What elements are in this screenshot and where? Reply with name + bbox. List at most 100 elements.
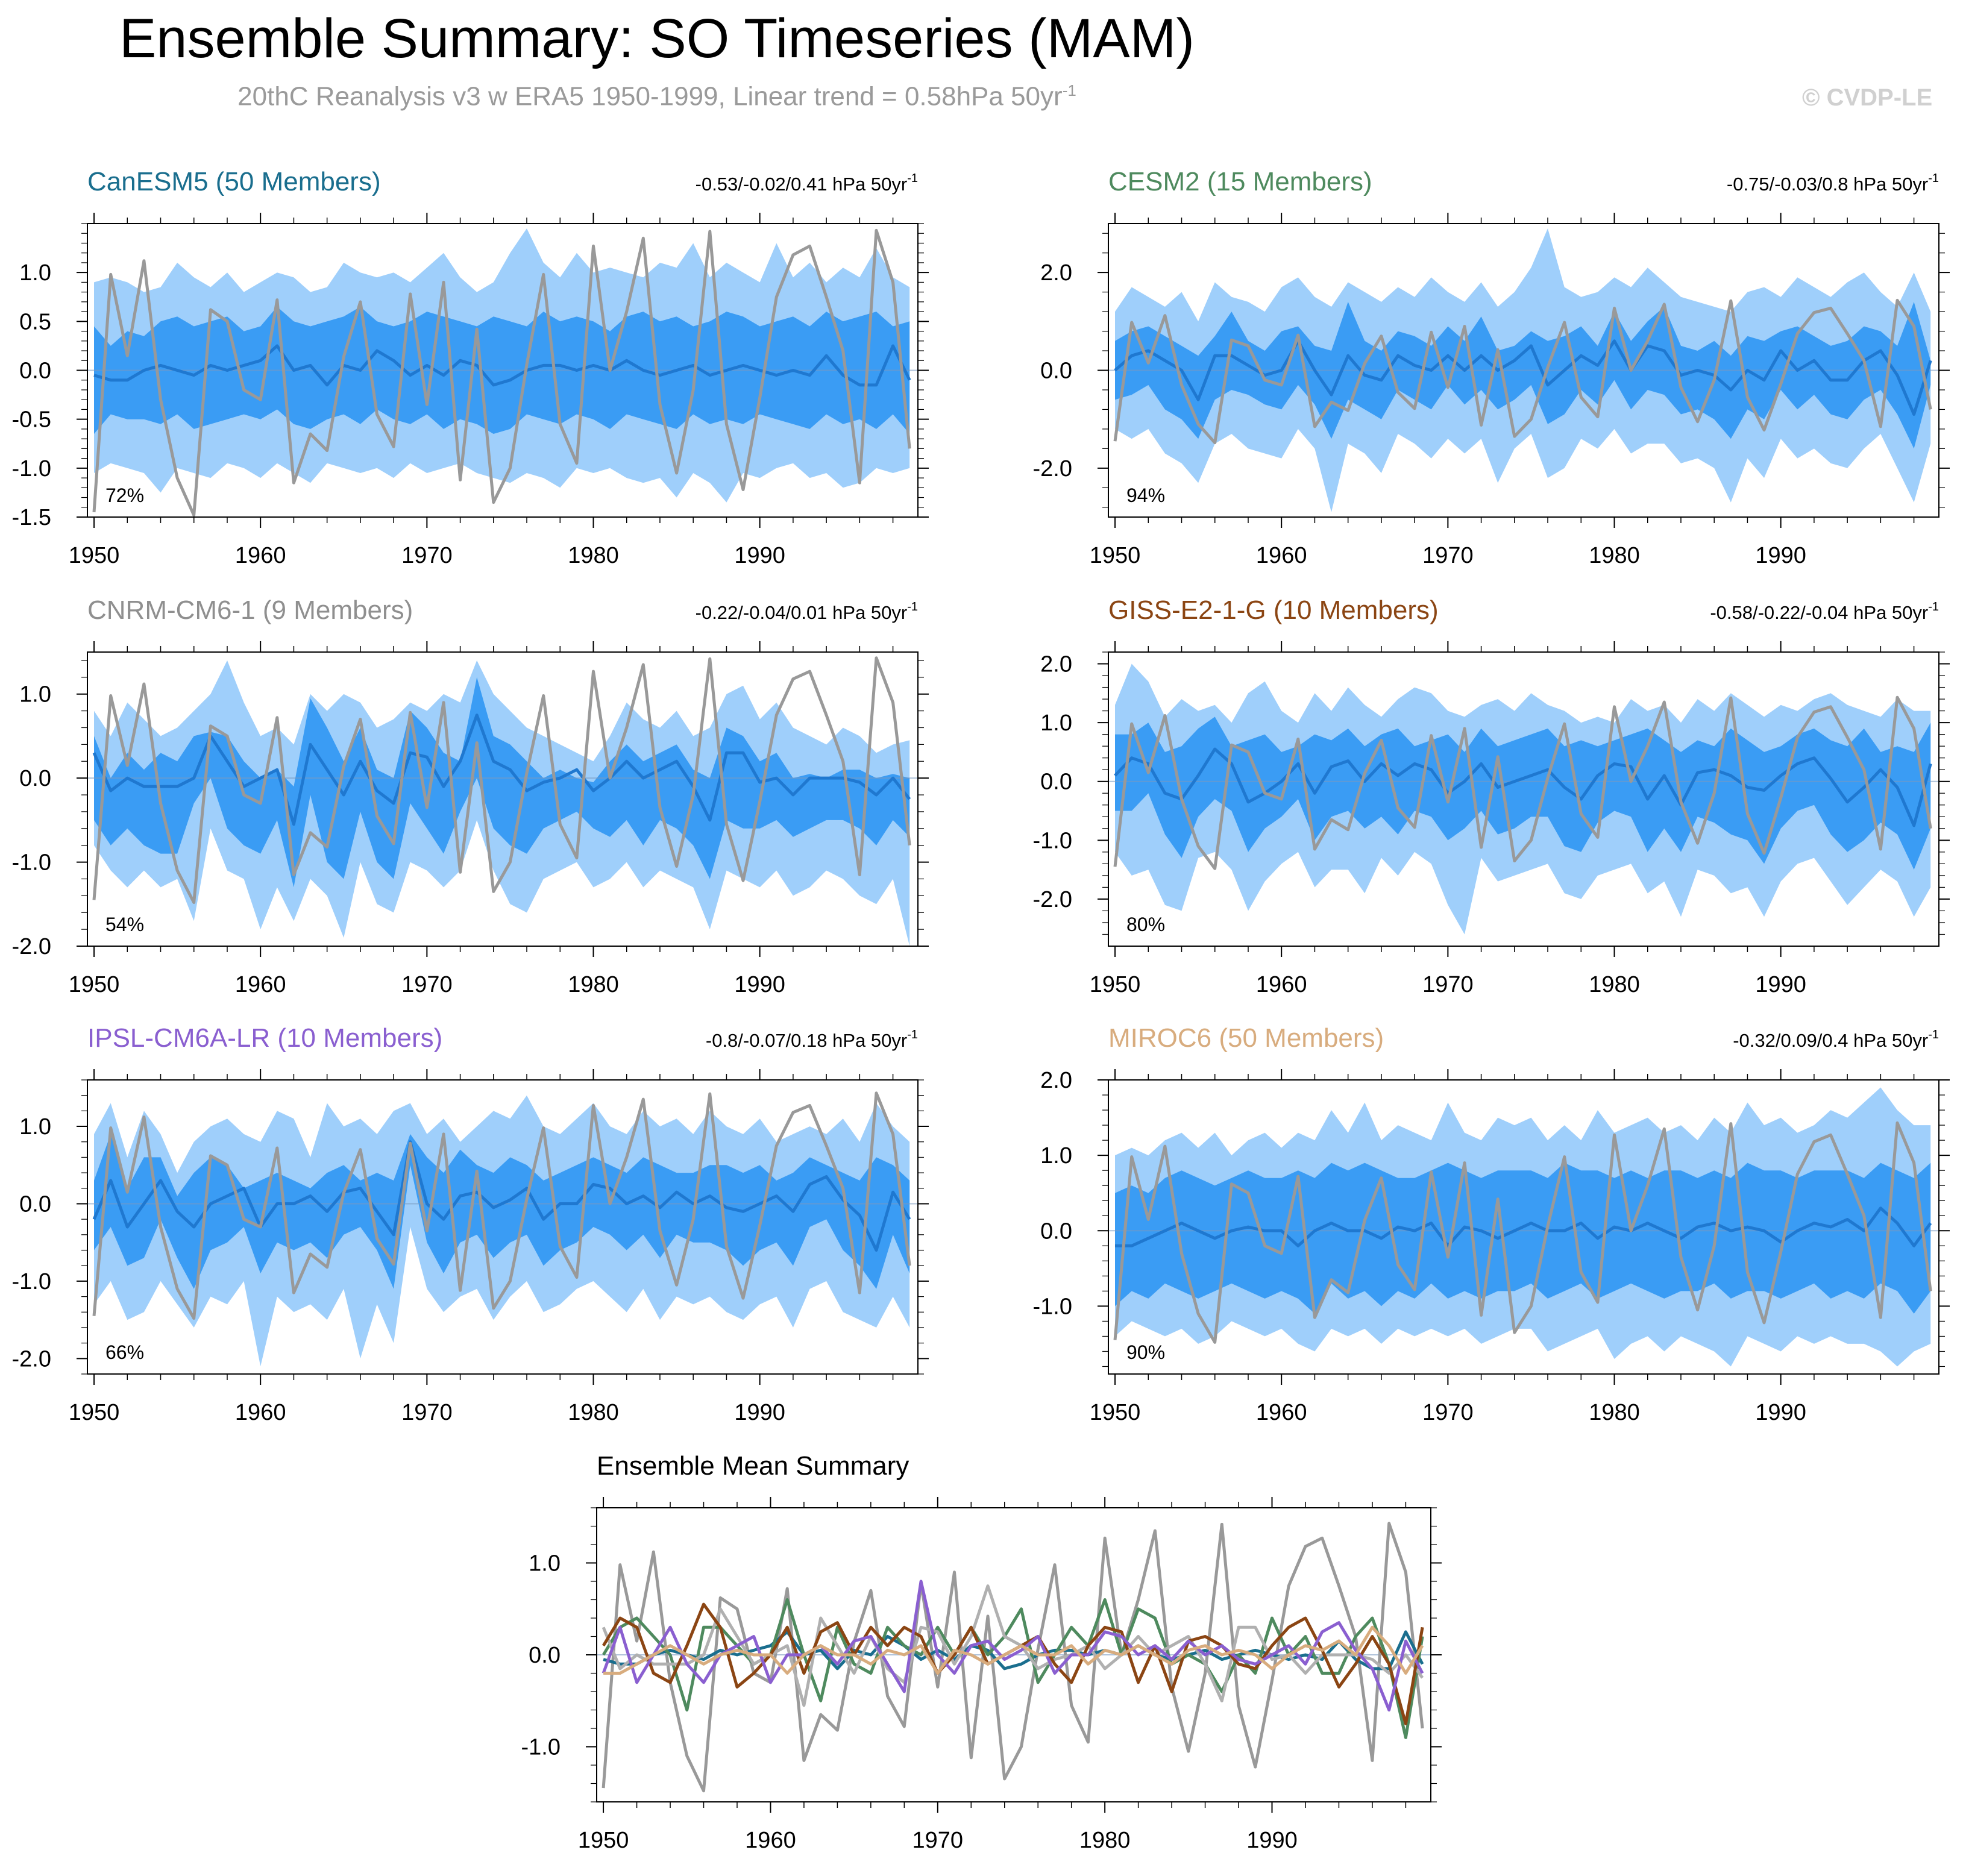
x-tick-label: 1980 [568, 972, 619, 997]
x-tick-label: 1950 [69, 543, 120, 568]
panel-percent-label: 90% [1126, 1341, 1165, 1363]
range-superscript: -1 [907, 1028, 918, 1041]
plot-area [1108, 1087, 1939, 1367]
y-tick-label: -1.0 [1033, 1294, 1072, 1319]
plot-frame [87, 651, 919, 947]
chart-panel-4: 1950 1960 1970 1980 1990 -2.0 -1.0 0.0 1.0 2.0 GIS… [1033, 595, 1950, 997]
inner-spread-band [1115, 1162, 1931, 1314]
x-tick-label: 1980 [568, 1400, 619, 1425]
x-tick-label: 1980 [568, 543, 619, 568]
panel-title: CanESM5 (50 Members) [87, 167, 381, 196]
range-text: -0.32/0.09/0.4 hPa 50yr [1733, 1030, 1928, 1051]
chart-panel-1: 1950 1960 1970 1980 1990 -1.5 -1.0 -0.5 0.0 0.5 1.… [12, 167, 929, 568]
subtitle: 20thC Reanalysis v3 w ERA5 1950-1999, Li… [0, 81, 1314, 112]
y-tick-label: 1.0 [19, 682, 51, 707]
observations-line [1113, 298, 1932, 445]
inner-spread-band [1115, 717, 1931, 870]
y-tick-label: 1.0 [529, 1551, 561, 1576]
y-tick-label: 0.0 [1040, 1219, 1072, 1244]
y-tick-label: -2.0 [12, 934, 51, 959]
panel-percent-label: 72% [105, 485, 144, 506]
plot-area [1108, 664, 1939, 935]
observations-line [92, 656, 911, 904]
x-tick-label: 1960 [235, 1400, 286, 1425]
x-tick-label: 1990 [1755, 1400, 1806, 1425]
x-tick-label: 1980 [1589, 543, 1640, 568]
chart-panel-6: 1950 1960 1970 1980 1990 -1.0 0.0 1.0 2.0 MIROC6 … [1033, 1023, 1950, 1425]
range-superscript: -1 [907, 600, 918, 613]
plot-frame [1108, 651, 1939, 947]
panel-range-label: -0.75/-0.03/0.8 hPa 50yr-1 [1727, 172, 1939, 195]
y-tick-label: 0.0 [19, 359, 51, 384]
series-line-observations [601, 1522, 1424, 1793]
range-superscript: -1 [907, 172, 918, 185]
y-tick-label: -1.0 [12, 456, 51, 482]
observations-line [1113, 1121, 1932, 1344]
x-tick-label: 1970 [401, 543, 453, 568]
x-tick-label: 1960 [1256, 543, 1307, 568]
plot-area [87, 1091, 918, 1367]
x-tick-label: 1970 [401, 1400, 453, 1425]
x-tick-label: 1950 [578, 1828, 629, 1853]
range-text: -0.75/-0.03/0.8 hPa 50yr [1727, 174, 1928, 195]
x-tick-label: 1960 [235, 543, 286, 568]
watermark: © CVDP-LE [1802, 84, 1933, 111]
x-tick-label: 1960 [1256, 972, 1307, 997]
chart-panel-3: 1950 1960 1970 1980 1990 -2.0 -1.0 0.0 1.0 CNRM-C… [12, 595, 929, 997]
x-tick-label: 1990 [1755, 972, 1806, 997]
panel-range-label: -0.53/-0.02/0.41 hPa 50yr-1 [696, 172, 918, 195]
x-tick-label: 1980 [1589, 972, 1640, 997]
y-tick-label: 0.0 [529, 1643, 561, 1668]
plot-area [597, 1522, 1431, 1793]
observations-line [92, 228, 911, 517]
inner-spread-band [94, 677, 910, 888]
y-tick-label: -1.0 [1033, 828, 1072, 853]
panel-percent-label: 80% [1126, 914, 1165, 935]
inner-spread-band [1115, 301, 1931, 449]
x-tick-label: 1950 [69, 972, 120, 997]
ensemble-mean-line [92, 714, 911, 826]
panel-title: CNRM-CM6-1 (9 Members) [87, 595, 413, 625]
y-tick-label: 1.0 [1040, 711, 1072, 736]
range-superscript: -1 [1928, 1028, 1939, 1041]
x-tick-label: 1960 [745, 1828, 796, 1853]
series-line-ipsl-cm6a-lr [601, 1580, 1424, 1711]
plot-area [1108, 228, 1939, 512]
x-tick-label: 1950 [69, 1400, 120, 1425]
x-tick-label: 1990 [1755, 543, 1806, 568]
x-tick-label: 1950 [1090, 543, 1141, 568]
chart-panel-7: 1950 1960 1970 1980 1990 -1.0 0.0 1.0 Ensemble M… [521, 1451, 1442, 1853]
y-tick-label: 0.0 [19, 766, 51, 791]
plot-area [87, 228, 918, 517]
x-tick-label: 1950 [1090, 972, 1141, 997]
panel-percent-label: 54% [105, 914, 144, 935]
panel-title: GISS-E2-1-G (10 Members) [1108, 595, 1439, 625]
y-tick-label: 2.0 [1040, 1068, 1072, 1093]
panel-percent-label: 94% [1126, 485, 1165, 506]
x-tick-label: 1980 [1079, 1828, 1131, 1853]
ensemble-mean-line [1114, 339, 1932, 416]
ensemble-mean-line [92, 1140, 911, 1252]
observations-line [1113, 695, 1932, 870]
subtitle-superscript: -1 [1062, 81, 1076, 99]
series-line-miroc6 [603, 1625, 1424, 1675]
x-tick-label: 1990 [1246, 1828, 1298, 1853]
y-tick-label: 0.0 [1040, 359, 1072, 384]
plot-frame [1108, 1079, 1939, 1375]
ensemble-mean-line [93, 344, 911, 387]
range-text: -0.8/-0.07/0.18 hPa 50yr [706, 1030, 907, 1051]
range-superscript: -1 [1928, 172, 1939, 185]
subtitle-text: 20thC Reanalysis v3 w ERA5 1950-1999, Li… [237, 81, 1063, 111]
panel-title: Ensemble Mean Summary [597, 1451, 909, 1481]
x-tick-label: 1970 [1422, 543, 1474, 568]
y-tick-label: -1.0 [12, 1269, 51, 1294]
x-tick-label: 1970 [1422, 972, 1474, 997]
chart-panel-2: 1950 1960 1970 1980 1990 -2.0 0.0 2.0 CESM2 (15 … [1033, 167, 1950, 568]
panel-title: IPSL-CM6A-LR (10 Members) [87, 1023, 442, 1053]
x-tick-label: 1990 [734, 1400, 785, 1425]
plot-frame [87, 1079, 919, 1375]
range-text: -0.22/-0.04/0.01 hPa 50yr [696, 602, 908, 623]
y-tick-label: 0.0 [19, 1191, 51, 1217]
y-tick-label: 2.0 [1040, 652, 1072, 677]
x-tick-label: 1970 [1422, 1400, 1474, 1425]
